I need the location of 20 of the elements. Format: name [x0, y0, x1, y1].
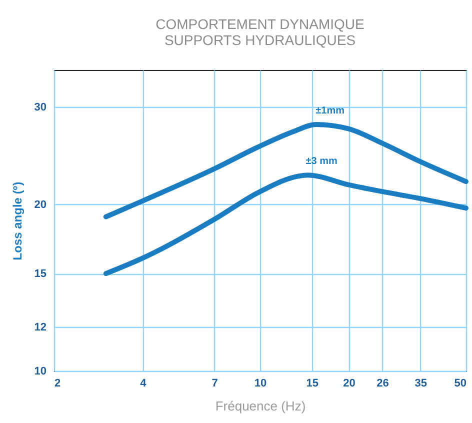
y-tick-label: 12 — [34, 322, 46, 334]
x-tick-label: 7 — [212, 378, 218, 390]
y-tick-label: 10 — [34, 366, 46, 378]
chart-subtitle: SUPPORTS HYDRAULIQUES — [164, 32, 356, 48]
series-label: ±1mm — [316, 105, 345, 116]
chart-title: COMPORTEMENT DYNAMIQUE — [156, 16, 364, 32]
x-tick-label: 35 — [414, 378, 427, 390]
x-tick-label: 2 — [54, 378, 61, 390]
series-label: ±3 mm — [306, 156, 338, 168]
x-tick-label: 10 — [254, 378, 267, 390]
x-tick-label: 20 — [343, 378, 356, 390]
x-axis-title: Fréquence (Hz) — [215, 398, 306, 414]
x-tick-label: 26 — [376, 378, 389, 390]
x-tick-label: 50 — [454, 378, 466, 390]
y-axis-title: Loss angle (º) — [10, 182, 24, 260]
y-tick-label: 30 — [34, 102, 46, 114]
x-tick-label: 4 — [140, 378, 148, 390]
y-tick-label: 15 — [34, 268, 46, 280]
x-tick-label: 15 — [306, 378, 319, 390]
y-tick-label: 20 — [34, 198, 46, 211]
